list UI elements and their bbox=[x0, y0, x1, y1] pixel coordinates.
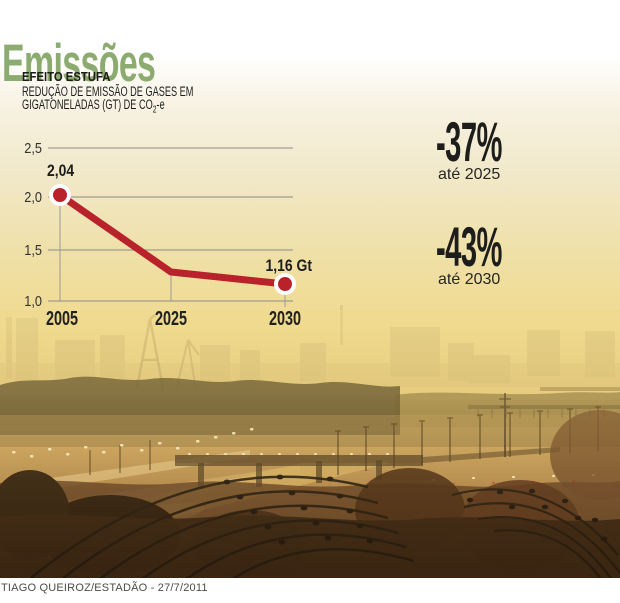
callout-caption-2030: até 2030 bbox=[438, 271, 501, 288]
xtick-2005: 2005 bbox=[45, 308, 79, 330]
page-title: Emissões bbox=[2, 33, 156, 93]
callout-value-2030: -43% bbox=[436, 215, 502, 278]
chart-subtitle-line2: GIGATONELADAS (GT) DE CO2-e bbox=[22, 97, 165, 116]
xtick-2025: 2025 bbox=[154, 308, 188, 330]
ytick-1-0: 1,0 bbox=[24, 293, 42, 310]
data-point-2030 bbox=[274, 273, 296, 295]
point-label-2030: 1,16 Gt bbox=[265, 256, 312, 275]
city-smog-photo bbox=[0, 55, 620, 578]
ytick-2-0: 2,0 bbox=[24, 189, 42, 206]
ytick-1-5: 1,5 bbox=[24, 242, 42, 259]
ytick-2-5: 2,5 bbox=[24, 140, 42, 157]
chart-vertical-guides bbox=[59, 197, 286, 307]
chart-subtitle-co2-prefix: GIGATONELADAS (GT) DE CO bbox=[22, 97, 153, 112]
data-point-2005 bbox=[49, 184, 71, 206]
xtick-2030: 2030 bbox=[268, 308, 302, 330]
point-label-2005: 2,04 bbox=[47, 161, 75, 180]
chart-subtitle-co2-suffix: -e bbox=[156, 97, 165, 112]
chart-subtitle-line1: REDUÇÃO DE EMISSÃO DE GASES EM bbox=[22, 84, 194, 99]
emissions-line bbox=[56, 191, 289, 288]
callout-caption-2025: até 2025 bbox=[438, 166, 501, 183]
photo-credit: TIAGO QUEIROZ/ESTADÃO - 27/7/2011 bbox=[1, 582, 208, 594]
chart-subtitle-co2-sub: 2 bbox=[152, 104, 157, 116]
photo-haze-overlay bbox=[0, 55, 620, 578]
callout-value-2025: -37% bbox=[436, 110, 502, 173]
chart-kicker: EFEITO ESTUFA bbox=[22, 69, 111, 84]
